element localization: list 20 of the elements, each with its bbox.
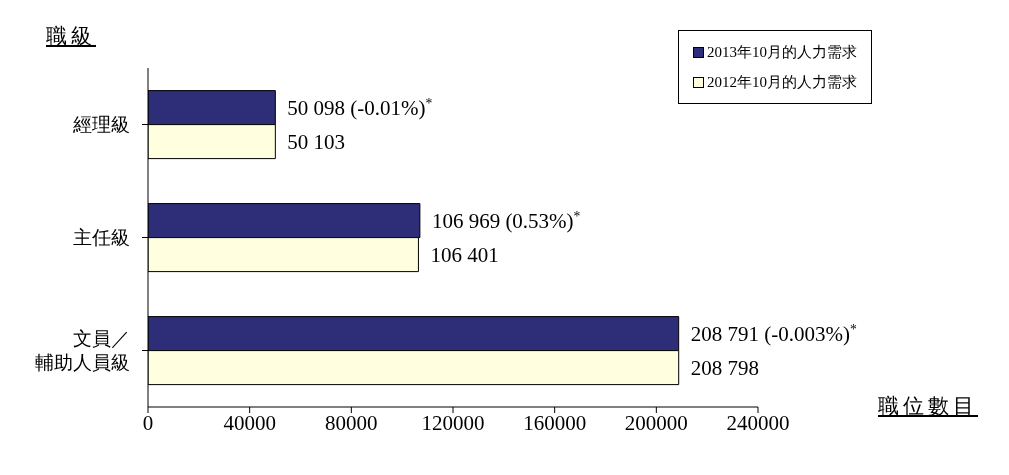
data-label: 208 791 (-0.003%)$^{*}$ bbox=[690, 321, 857, 346]
data-label: 50 098 (-0.01%)$^{*}$ bbox=[287, 95, 433, 120]
y-tick-label: 文員／輔助人員級 bbox=[35, 327, 130, 373]
data-label: 106 401 bbox=[430, 242, 499, 267]
x-axis-title: 職位數目 bbox=[878, 393, 978, 420]
x-tick-label: 200000 bbox=[624, 410, 688, 435]
y-axis-title: 職級 bbox=[46, 23, 96, 50]
x-tick-label: 160000 bbox=[523, 410, 587, 435]
data-label: 50 103 bbox=[287, 129, 346, 154]
y-tick-label: 主任級 bbox=[73, 226, 130, 248]
data-label: 208 798 bbox=[690, 355, 759, 380]
x-tick-label: 240000 bbox=[726, 410, 790, 435]
y-tick-label: 經理級 bbox=[72, 113, 130, 135]
legend-label: 2012年10月的人力需求 bbox=[707, 73, 857, 92]
x-tick-label: 80000 bbox=[325, 410, 378, 435]
legend-label: 2013年10月的人力需求 bbox=[707, 43, 857, 62]
data-label: 106 969 (0.53%)$^{*}$ bbox=[431, 208, 581, 233]
x-tick-label: 40000 bbox=[223, 410, 276, 435]
x-tick-label: 0 bbox=[142, 410, 154, 435]
x-tick-label: 120000 bbox=[421, 410, 485, 435]
